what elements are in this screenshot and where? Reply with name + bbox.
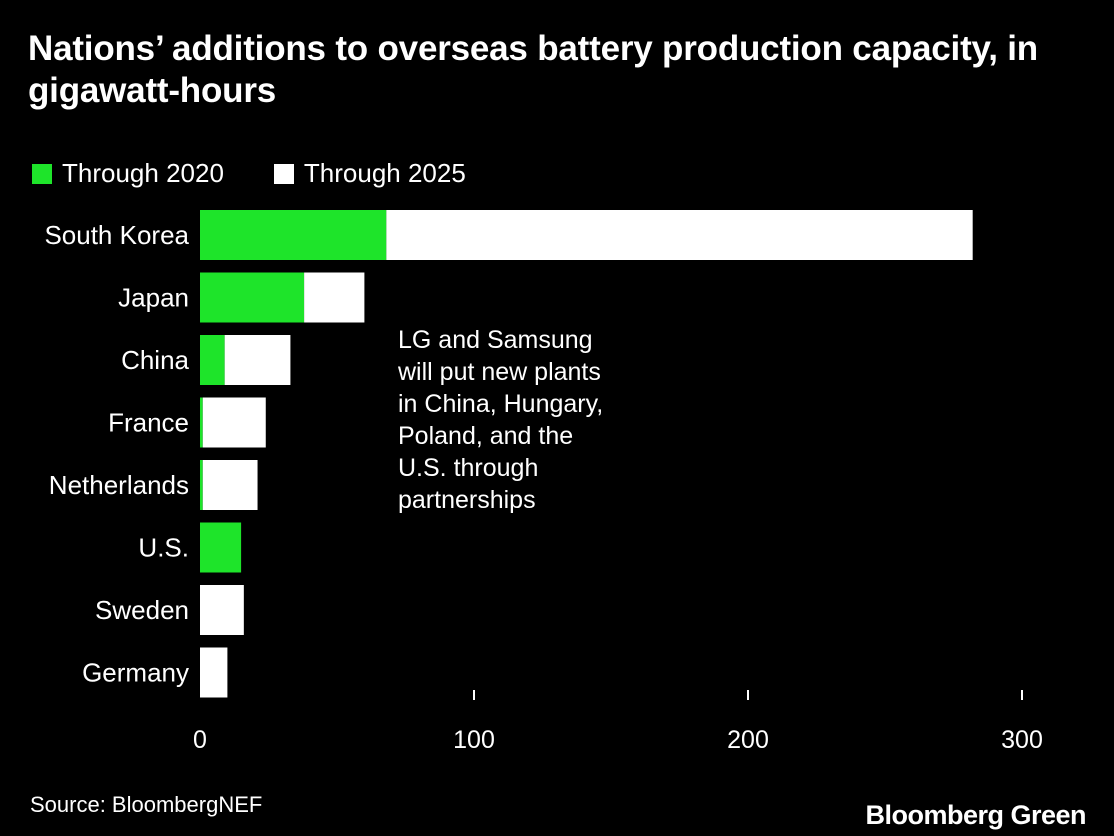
bar-china-series-2 (224, 335, 291, 385)
bar-south-korea-series-2 (386, 210, 973, 260)
x-tick-label: 200 (727, 726, 769, 754)
bar-netherlands-series-1 (200, 460, 203, 510)
bar-sweden-series-2 (200, 585, 244, 635)
bar-france-series-2 (202, 397, 266, 448)
bar-u-s-series-1 (200, 522, 242, 573)
category-label-germany: Germany (82, 658, 189, 688)
legend-item-through-2025: Through 2025 (273, 158, 466, 189)
annotation-line: in China, Hungary, (398, 390, 604, 418)
legend-label: Through 2020 (62, 158, 224, 188)
legend-swatch-white (273, 163, 294, 184)
category-label-netherlands: Netherlands (49, 470, 189, 500)
x-tick-label: 100 (453, 726, 495, 754)
category-label-u-s: U.S. (138, 533, 189, 563)
x-tick-label: 300 (1001, 726, 1043, 754)
bar-germany-series-2 (200, 647, 228, 698)
bar-netherlands-series-2 (202, 460, 258, 510)
annotation-line: U.S. through (398, 454, 539, 482)
bar-japan-series-1 (200, 272, 305, 323)
category-label-japan: Japan (118, 283, 189, 313)
annotation-line: LG and Samsung (398, 326, 593, 354)
category-label-south-korea: South Korea (44, 220, 189, 250)
legend: Through 2020 Through 2025 (32, 158, 516, 189)
x-tick-label: 0 (193, 726, 207, 754)
bar-china-series-1 (200, 335, 225, 385)
annotation-line: Poland, and the (398, 422, 574, 450)
category-label-france: France (108, 408, 189, 438)
chart-annotation: LG and Samsung will put new plants in Ch… (398, 324, 698, 516)
chart-title: Nations’ additions to overseas battery p… (28, 29, 1038, 110)
source-note: Source: BloombergNEF (30, 792, 263, 817)
bar-japan-series-2 (304, 272, 365, 323)
legend-label: Through 2025 (303, 158, 466, 188)
legend-swatch-green (32, 163, 52, 184)
legend-item-through-2020: Through 2020 (32, 158, 224, 189)
annotation-line: will put new plants (398, 358, 601, 386)
category-label-china: China (121, 345, 189, 375)
bar-france-series-1 (200, 397, 203, 448)
brand-logo: Bloomberg Green (865, 800, 1086, 830)
annotation-line: partnerships (398, 486, 536, 514)
category-label-sweden: Sweden (95, 595, 189, 625)
bar-south-korea-series-1 (200, 210, 387, 260)
